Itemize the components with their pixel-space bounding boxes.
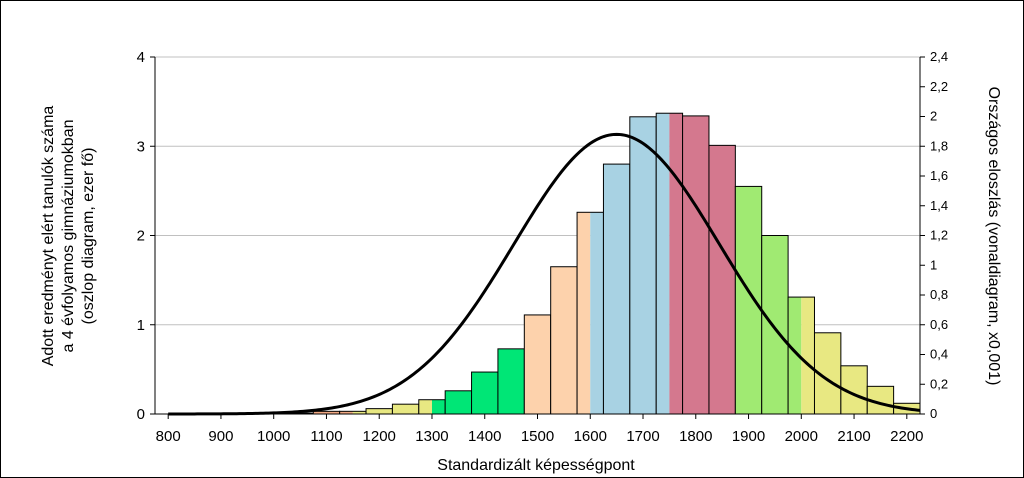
bar (365, 408, 393, 415)
bar-part (590, 212, 604, 414)
x-tick-label: 1000 (257, 428, 290, 445)
bar-part (313, 411, 340, 414)
bar (787, 296, 815, 415)
x-axis-label: Standardizált képességpont (437, 457, 635, 474)
y-tick-labels: 0 1 2 3 4 (137, 49, 155, 423)
x-tick-label: 1400 (468, 428, 501, 445)
y-tick-label: 3 (137, 138, 145, 155)
y2-tick-label: 2,2 (930, 79, 948, 94)
x-tick-label: 800 (156, 428, 181, 445)
bar (523, 314, 552, 415)
bar-part (682, 115, 709, 414)
bar-part (524, 314, 551, 414)
bar-part (445, 390, 472, 414)
bar-part (801, 297, 815, 414)
x-tick-label: 1800 (679, 428, 712, 445)
bar (655, 112, 684, 415)
bar (708, 144, 736, 415)
bar-part (497, 348, 525, 414)
bar-part (629, 116, 657, 415)
bar-part (708, 145, 736, 415)
x-tick-labels: 800 900 1000 1100 1200 1300 1400 1500 1600 1700 18… (156, 414, 923, 445)
bars (286, 112, 921, 415)
y2-tick-label: 1,4 (930, 198, 948, 213)
bar (550, 266, 578, 415)
y2-tick-label: 0,4 (930, 347, 948, 362)
bar (761, 235, 789, 415)
bar (629, 116, 657, 415)
y2-tick-label: 1,6 (930, 168, 948, 183)
bar-part (603, 164, 630, 414)
bar-part (339, 411, 353, 414)
y-tick-label: 0 (137, 406, 145, 423)
y-axis-label-line-3: (oszlop diagram, ezer fő) (80, 148, 97, 325)
y2-tick-label: 0,6 (930, 317, 948, 332)
bar-part (550, 266, 578, 414)
y2-tick-label: 1 (930, 257, 937, 272)
bar-part (577, 212, 591, 414)
bar-part (366, 408, 393, 414)
y2-tick-label: 0,8 (930, 287, 948, 302)
x-tick-label: 2000 (785, 428, 818, 445)
y2-axis-label: Országos eloszlás (vonaldiagram, x0,001) (985, 87, 1002, 386)
x-tick-label: 1900 (732, 428, 765, 445)
bar (444, 390, 473, 415)
x-tick-label: 1100 (310, 428, 342, 445)
y-tick-label: 4 (137, 49, 145, 66)
y-tick-label: 2 (137, 228, 145, 245)
bar-part (431, 399, 446, 414)
x-tick-label: 1300 (415, 428, 448, 445)
y2-tick-label: 0 (930, 406, 937, 421)
bar (602, 163, 631, 415)
bar (391, 403, 420, 415)
bar (682, 115, 710, 415)
y2-tick-label: 1,2 (930, 228, 948, 243)
y2-tick-label: 0,2 (930, 376, 948, 391)
bar-part (418, 399, 432, 414)
bar-part (471, 372, 498, 414)
x-tick-label: 1700 (626, 428, 659, 445)
y-axis-label-line-1: Adott eredményt elért tanulók száma (40, 106, 57, 367)
x-tick-label: 1500 (521, 428, 554, 445)
bar-part (735, 186, 762, 414)
bar-part (656, 113, 670, 414)
y-axis-label: Adott eredményt elért tanulók száma a 4 … (40, 106, 97, 367)
bar (418, 399, 446, 415)
y2-tick-label: 2,4 (930, 49, 948, 64)
bar (734, 185, 763, 415)
bar (576, 211, 604, 415)
x-tick-label: 1600 (574, 428, 607, 445)
bar-part (669, 113, 683, 414)
bar (471, 371, 499, 415)
bar-part (392, 404, 419, 414)
x-tick-label: 2200 (890, 428, 923, 445)
y-axis-label-line-2: a 4 évfolyamos gimnáziumokban (60, 119, 77, 352)
gridlines (155, 56, 920, 326)
y2-tick-label: 1,8 (930, 138, 948, 153)
bar (497, 348, 525, 415)
bar-part (352, 411, 367, 414)
bar-part (788, 297, 802, 414)
x-tick-label: 2100 (837, 428, 870, 445)
bar-part (761, 235, 789, 414)
y2-axis-label-group: Országos eloszlás (vonaldiagram, x0,001) (985, 87, 1002, 386)
y2-tick-label: 2 (930, 109, 937, 124)
y-tick-label: 1 (137, 317, 145, 334)
x-tick-label: 900 (208, 428, 233, 445)
distribution-curve (168, 132, 921, 416)
x-tick-label: 1200 (363, 428, 396, 445)
y2-tick-labels: 0 0,2 0,4 0,6 0,8 1 1,2 1,4 1,6 1,8 2 2,2 2,4 (920, 49, 948, 421)
